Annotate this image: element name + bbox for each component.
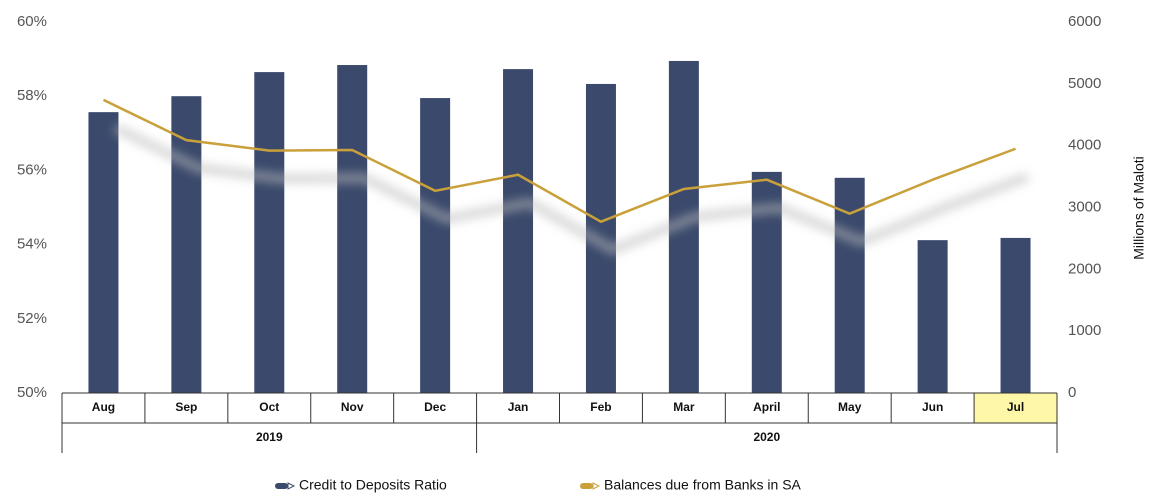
- y-tick-label: 58%: [17, 87, 47, 104]
- y-tick-label: 50%: [17, 384, 47, 401]
- y2-tick-label: 1000: [1068, 322, 1101, 339]
- highlight-cell: [974, 393, 1057, 423]
- y2-tick-label: 0: [1068, 384, 1076, 401]
- group-label: 2019: [256, 430, 283, 444]
- x-tick-label: Jun: [922, 400, 943, 414]
- x-tick-label: Mar: [673, 400, 695, 414]
- bar: [420, 98, 451, 394]
- y2-tick-label: 4000: [1068, 137, 1101, 154]
- x-tick-label: Jul: [1007, 400, 1024, 414]
- legend-swatch-tip: [287, 482, 296, 490]
- bar: [171, 96, 202, 393]
- legend-swatch-tip: [592, 482, 601, 490]
- x-tick-label: Dec: [424, 400, 446, 414]
- legend-swatch: [580, 483, 593, 489]
- y2-axis-label: Millions of Maloti: [1131, 156, 1147, 259]
- legend-label: Credit to Deposits Ratio: [299, 477, 447, 493]
- y-tick-label: 52%: [17, 310, 47, 327]
- bar: [503, 69, 534, 393]
- bar: [88, 112, 119, 393]
- y2-tick-label: 6000: [1068, 13, 1101, 30]
- y-tick-label: 60%: [17, 13, 47, 30]
- bar: [337, 65, 368, 393]
- bar: [917, 240, 948, 393]
- line-shadow: [113, 123, 1030, 255]
- x-tick-label: Oct: [259, 400, 279, 414]
- x-tick-label: Nov: [341, 400, 364, 414]
- y2-tick-label: 3000: [1068, 198, 1101, 215]
- x-tick-label: April: [753, 400, 780, 414]
- y-tick-label: 54%: [17, 236, 47, 253]
- x-tick-label: Sep: [175, 400, 197, 414]
- group-label: 2020: [753, 430, 780, 444]
- legend-label: Balances due from Banks in SA: [604, 477, 802, 493]
- line: [102, 98, 1016, 224]
- x-tick-label: Aug: [92, 400, 115, 414]
- y2-tick-label: 2000: [1068, 260, 1101, 277]
- bar: [254, 72, 285, 394]
- y-tick-label: 56%: [17, 161, 47, 178]
- x-tick-label: Feb: [590, 400, 611, 414]
- y2-tick-label: 5000: [1068, 75, 1101, 92]
- bar: [1000, 237, 1031, 393]
- x-tick-label: Jan: [508, 400, 529, 414]
- x-tick-label: May: [838, 400, 862, 414]
- legend-swatch: [275, 483, 288, 489]
